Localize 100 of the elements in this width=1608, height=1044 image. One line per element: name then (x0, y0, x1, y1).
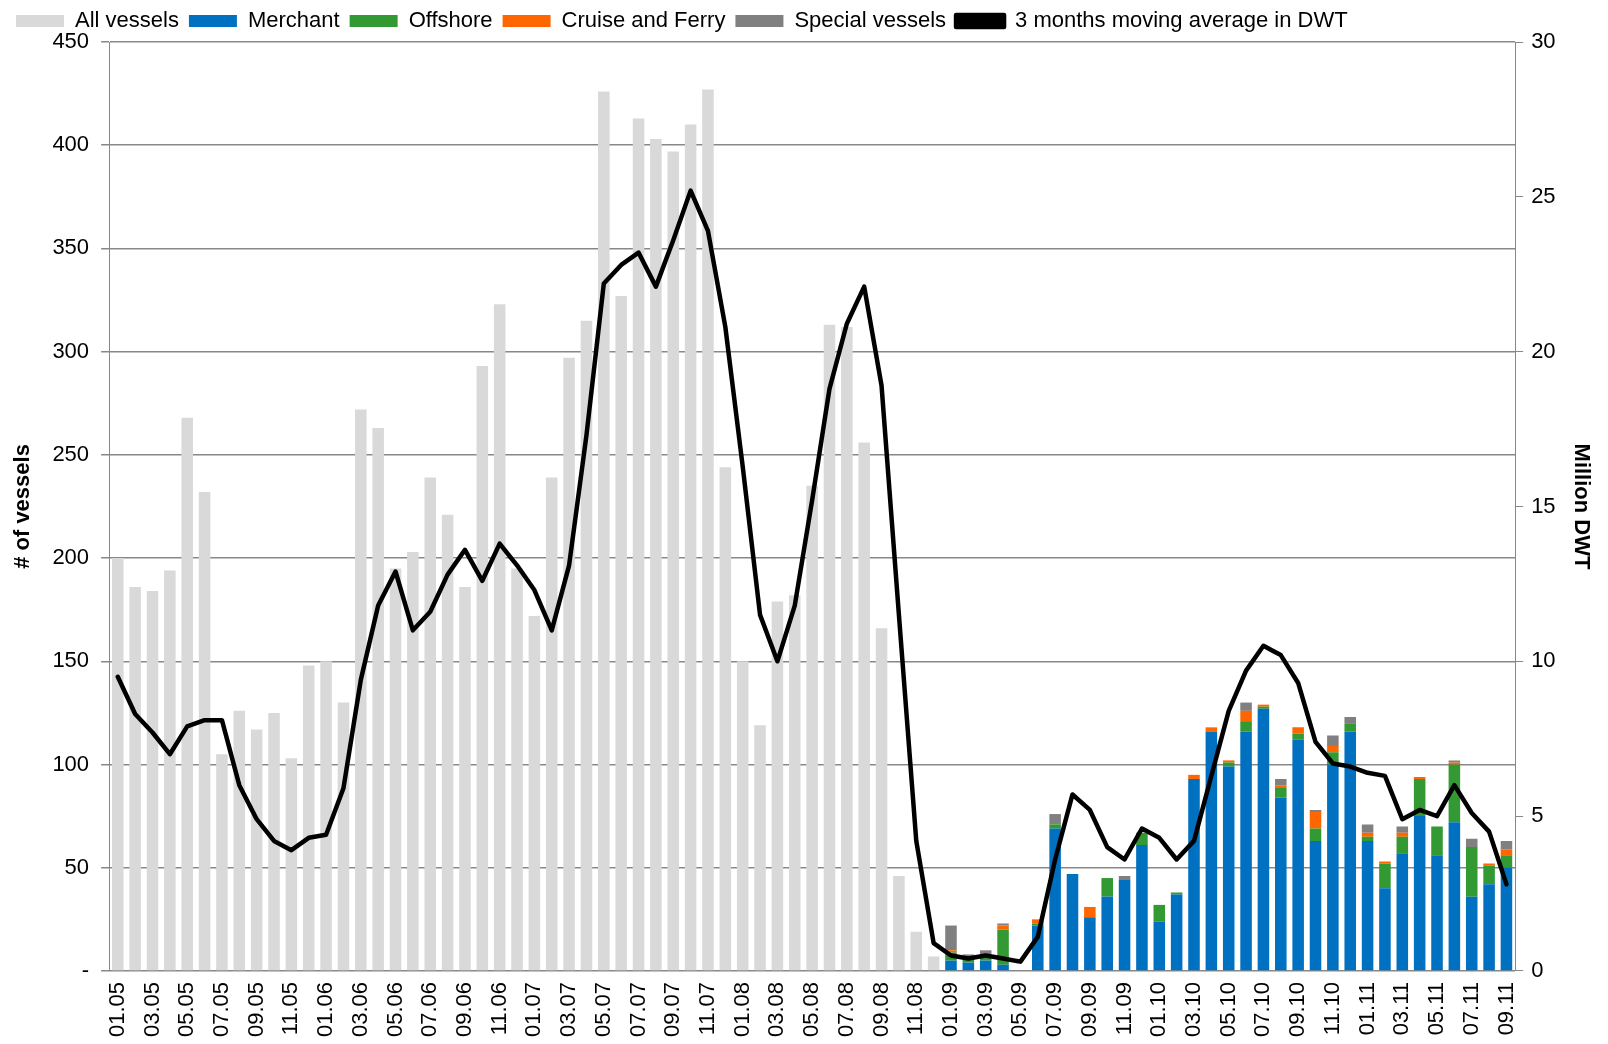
bar (1188, 778, 1200, 971)
x-tick-label: 07.08 (832, 981, 858, 1038)
bar (598, 91, 610, 971)
bar (927, 956, 940, 971)
bar (1448, 822, 1461, 971)
y-tick-label: 150 (52, 647, 90, 673)
x-tick-label: 11.06 (485, 981, 511, 1036)
bar (302, 665, 315, 971)
x-tick-label: 09.10 (1284, 981, 1310, 1038)
y-tick-label: 50 (64, 853, 90, 879)
bar (320, 661, 332, 971)
bar (407, 551, 419, 971)
x-tick-label: 09.07 (659, 981, 685, 1038)
y-tick-label: 200 (52, 544, 90, 570)
legend-label: Offshore (408, 7, 493, 33)
bar (1084, 917, 1096, 971)
bar (1049, 824, 1061, 829)
bar (979, 960, 992, 971)
legend-label: Special vessels (794, 7, 947, 33)
bar (1222, 762, 1235, 767)
bar (1309, 809, 1322, 812)
x-tick-label: 03.09 (971, 981, 997, 1038)
bar (1136, 845, 1148, 971)
y-axis-title: # of vessels (9, 444, 35, 569)
bar (1049, 814, 1061, 825)
x-tick-label: 03.07 (555, 981, 581, 1038)
x-tick-label: 11.05 (277, 981, 303, 1036)
bar (1431, 826, 1443, 856)
bar (910, 931, 923, 971)
bar (1309, 828, 1322, 841)
bar (684, 124, 697, 971)
x-tick-label: 11.10 (1318, 981, 1344, 1036)
y2-tick-label: 0 (1531, 957, 1544, 983)
bar (806, 485, 818, 971)
bar (875, 628, 888, 971)
bar (233, 710, 246, 971)
bar (632, 118, 645, 971)
bar (1361, 832, 1374, 837)
bar (1361, 840, 1374, 971)
bar (1084, 906, 1096, 918)
x-tick-label: 05.08 (798, 981, 824, 1038)
x-tick-label: 03.11 (1388, 981, 1414, 1036)
x-tick-label: 09.06 (451, 981, 477, 1038)
bar (146, 591, 159, 971)
bar (1361, 836, 1374, 841)
x-tick-label: 01.11 (1353, 981, 1379, 1036)
x-tick-label: 11.07 (694, 981, 720, 1036)
y-tick-label: 400 (52, 131, 90, 157)
x-tick-label: 05.07 (589, 981, 615, 1038)
bar (1118, 875, 1131, 881)
bar (1500, 849, 1513, 856)
bar (1344, 723, 1356, 732)
bar (164, 570, 176, 971)
bar (1344, 731, 1356, 971)
bar (858, 442, 870, 971)
bar (997, 923, 1009, 926)
x-tick-label: 09.05 (242, 981, 268, 1038)
bar (945, 925, 957, 951)
x-tick-label: 03.10 (1180, 981, 1206, 1038)
bar (129, 586, 141, 971)
y-tick-label: 300 (52, 337, 90, 363)
x-tick-label: 11.09 (1110, 981, 1136, 1036)
bar (1292, 727, 1304, 734)
bar (788, 595, 801, 971)
bar (1309, 840, 1322, 971)
bar (372, 428, 384, 971)
x-tick-label: 01.08 (728, 981, 754, 1038)
bar (702, 89, 714, 971)
bar (355, 409, 367, 971)
x-tick-label: 07.07 (624, 981, 650, 1038)
bar (1413, 776, 1426, 779)
x-tick-label: 05.11 (1423, 981, 1449, 1036)
y2-tick-label: 25 (1531, 182, 1556, 208)
bar (1379, 888, 1391, 971)
bar (1170, 894, 1183, 971)
bar (997, 925, 1009, 930)
bar (945, 960, 957, 971)
bar (1118, 880, 1131, 971)
y2-tick-label: 30 (1531, 28, 1556, 54)
bar (1240, 721, 1252, 732)
bar (841, 326, 853, 971)
bar (1292, 733, 1304, 740)
x-tick-label: 05.06 (381, 981, 407, 1038)
bar (1292, 739, 1304, 971)
bar (1101, 896, 1113, 971)
bar (545, 477, 558, 971)
bar (771, 601, 784, 971)
bar (1396, 832, 1409, 837)
x-tick-label: 07.11 (1457, 981, 1483, 1036)
bar (1361, 824, 1374, 833)
bar (1240, 710, 1252, 722)
bar (1275, 778, 1287, 786)
bar (285, 758, 298, 971)
y2-axis-title: Million DWT (1569, 443, 1595, 570)
x-tick-label: 03.08 (763, 981, 789, 1038)
bar (736, 661, 749, 971)
bar (1327, 735, 1339, 746)
bar (1483, 884, 1495, 971)
x-tick-label: 07.09 (1041, 981, 1067, 1038)
bar (667, 151, 680, 971)
